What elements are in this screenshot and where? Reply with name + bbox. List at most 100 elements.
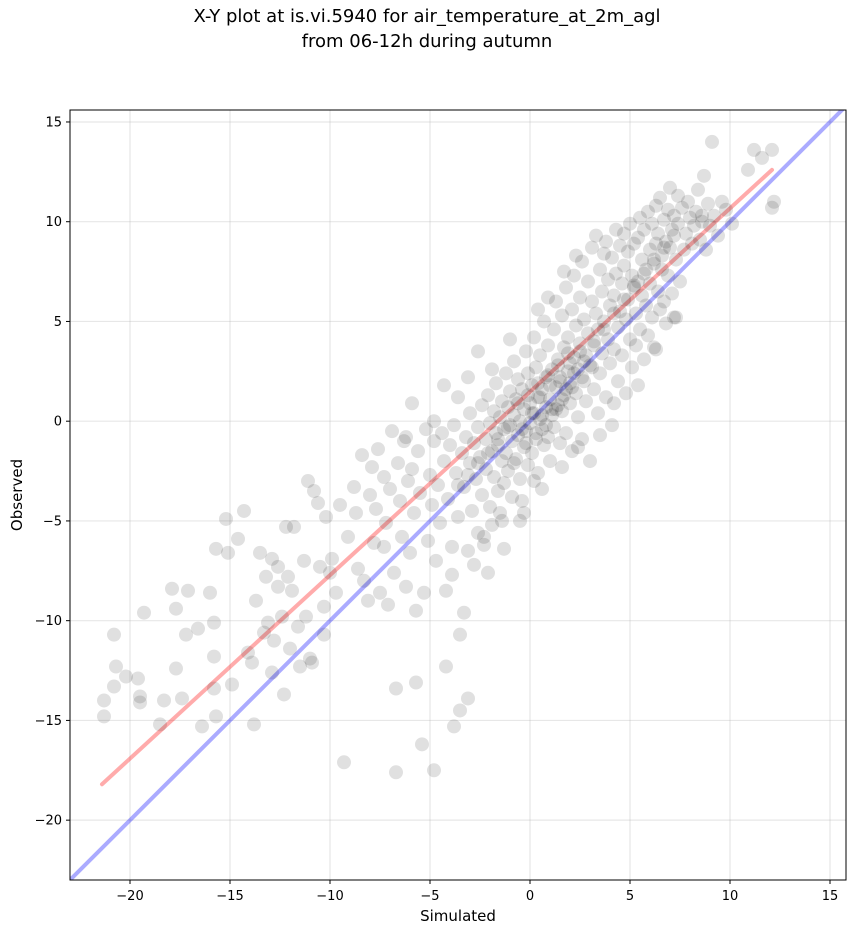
- scatter-point: [581, 326, 595, 341]
- scatter-point: [665, 222, 679, 237]
- scatter-point: [641, 204, 655, 219]
- scatter-point: [367, 535, 381, 550]
- scatter-point: [469, 472, 483, 487]
- scatter-point: [611, 320, 625, 335]
- scatter-point: [525, 446, 539, 461]
- scatter-point: [425, 497, 439, 512]
- scatter-point: [767, 194, 781, 209]
- scatter-point: [557, 264, 571, 279]
- scatter-point: [97, 709, 111, 724]
- scatter-point: [399, 579, 413, 594]
- scatter-point: [545, 408, 559, 423]
- scatter-point: [439, 659, 453, 674]
- y-tick-label: 5: [54, 315, 62, 330]
- scatter-point: [673, 274, 687, 289]
- scatter-point: [279, 519, 293, 534]
- scatter-point: [669, 310, 683, 325]
- scatter-point: [423, 468, 437, 483]
- scatter-point: [625, 268, 639, 283]
- scatter-point: [389, 681, 403, 696]
- scatter-point: [653, 302, 667, 317]
- scatter-point: [631, 274, 645, 289]
- scatter-point: [703, 218, 717, 233]
- scatter-point: [341, 529, 355, 544]
- scatter-point: [499, 446, 513, 461]
- scatter-point: [577, 312, 591, 327]
- scatter-point: [627, 236, 641, 251]
- scatter-point: [487, 470, 501, 485]
- scatter-point: [587, 382, 601, 397]
- scatter-point: [627, 278, 641, 293]
- scatter-point: [681, 194, 695, 209]
- scatter-point: [525, 406, 539, 421]
- scatter-point: [765, 200, 779, 215]
- scatter-point: [641, 328, 655, 343]
- scatter-point: [407, 505, 421, 520]
- scatter-point: [461, 468, 475, 483]
- scatter-point: [533, 412, 547, 427]
- scatter-point: [651, 226, 665, 241]
- scatter-point: [621, 244, 635, 259]
- scatter-point: [567, 350, 581, 365]
- scatter-point: [405, 396, 419, 411]
- scatter-point: [421, 533, 435, 548]
- scatter-point: [419, 422, 433, 437]
- scatter-point: [589, 306, 603, 321]
- scatter-point: [389, 765, 403, 780]
- scatter-point: [517, 440, 531, 455]
- scatter-point: [583, 358, 597, 373]
- scatter-point: [567, 366, 581, 381]
- scatter-point: [501, 464, 515, 479]
- scatter-point: [511, 396, 525, 411]
- scatter-point: [619, 386, 633, 401]
- scatter-point: [413, 486, 427, 501]
- scatter-point: [505, 489, 519, 504]
- scatter-point: [667, 208, 681, 223]
- scatter-point: [667, 310, 681, 325]
- scatter-point: [313, 559, 327, 574]
- scatter-point: [373, 585, 387, 600]
- scatter-point: [647, 252, 661, 267]
- scatter-point: [531, 466, 545, 481]
- scatter-point: [529, 426, 543, 441]
- scatter-point: [613, 304, 627, 319]
- scatter-point: [677, 242, 691, 257]
- scatter-point: [533, 390, 547, 405]
- scatter-point: [615, 348, 629, 363]
- scatter-point: [207, 681, 221, 696]
- scatter-point: [281, 569, 295, 584]
- scatter-point: [659, 316, 673, 331]
- scatter-point: [657, 240, 671, 255]
- scatter-point: [561, 346, 575, 361]
- scatter-point: [477, 537, 491, 552]
- scatter-point: [655, 248, 669, 263]
- scatter-point: [485, 517, 499, 532]
- scatter-point: [755, 150, 769, 165]
- y-axis-label: Observed: [8, 459, 26, 531]
- scatter-point: [591, 406, 605, 421]
- y-tick-label: −15: [35, 714, 62, 729]
- scatter-point: [249, 593, 263, 608]
- scatter-point: [267, 633, 281, 648]
- scatter-point: [429, 553, 443, 568]
- scatter-point: [209, 541, 223, 556]
- x-tick-label: 5: [626, 889, 634, 904]
- y-tick-label: 0: [54, 415, 62, 430]
- scatter-point: [573, 336, 587, 351]
- scatter-point: [635, 252, 649, 267]
- scatter-point: [609, 266, 623, 281]
- scatter-point: [497, 476, 511, 491]
- scatter-point: [299, 609, 313, 624]
- scatter-point: [575, 432, 589, 447]
- scatter-point: [515, 422, 529, 437]
- scatter-point: [207, 615, 221, 630]
- scatter-point: [461, 370, 475, 385]
- scatter-point: [571, 362, 585, 377]
- scatter-point: [391, 456, 405, 471]
- scatter-point: [517, 402, 531, 417]
- scatter-point: [581, 274, 595, 289]
- scatter-point: [663, 180, 677, 195]
- scatter-point: [669, 252, 683, 267]
- y-tick-label: 10: [45, 215, 62, 230]
